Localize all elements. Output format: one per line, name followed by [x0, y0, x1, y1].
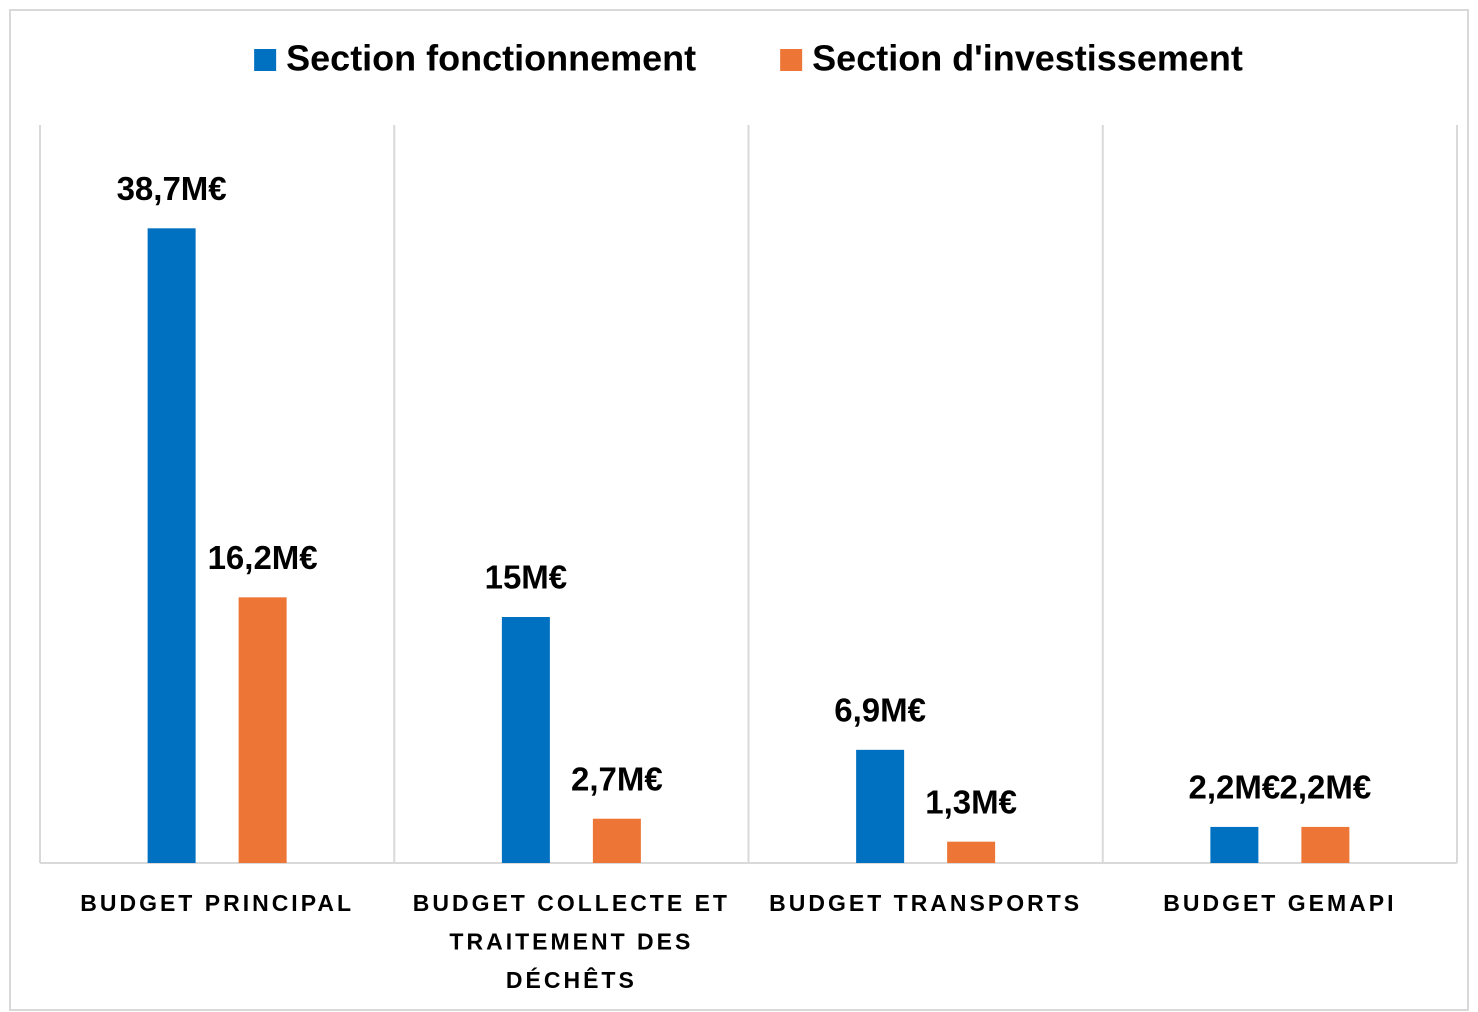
- value-label: 38,7M€: [117, 170, 227, 207]
- bar: [1301, 826, 1350, 863]
- x-tick-label: BUDGET TRANSPORTS: [769, 890, 1082, 916]
- bar: [501, 617, 550, 863]
- legend-swatch: [254, 49, 277, 71]
- bar: [147, 228, 196, 863]
- bar: [238, 597, 287, 863]
- bar: [856, 749, 905, 863]
- legend-label: Section d'investissement: [812, 38, 1243, 79]
- legend-label: Section fonctionnement: [286, 38, 696, 79]
- x-tick-label: BUDGET COLLECTE ET TRAITEMENT DES DÉCHÊTS: [413, 890, 730, 993]
- value-label: 1,3M€: [925, 783, 1017, 820]
- x-tick-label: BUDGET PRINCIPAL: [80, 890, 354, 916]
- legend: Section fonctionnement Section d'investis…: [254, 38, 1243, 79]
- value-label: 2,2M€: [1280, 769, 1372, 806]
- value-label: 16,2M€: [208, 539, 318, 576]
- value-label: 2,7M€: [571, 760, 663, 797]
- bar: [947, 841, 996, 863]
- bar: [592, 818, 641, 863]
- value-label: 15M€: [485, 559, 568, 596]
- value-label: 2,2M€: [1189, 769, 1281, 806]
- x-tick-label: BUDGET GEMAPI: [1163, 890, 1396, 916]
- bar: [1210, 826, 1259, 863]
- legend-swatch: [780, 49, 803, 71]
- value-label: 6,9M€: [834, 692, 926, 729]
